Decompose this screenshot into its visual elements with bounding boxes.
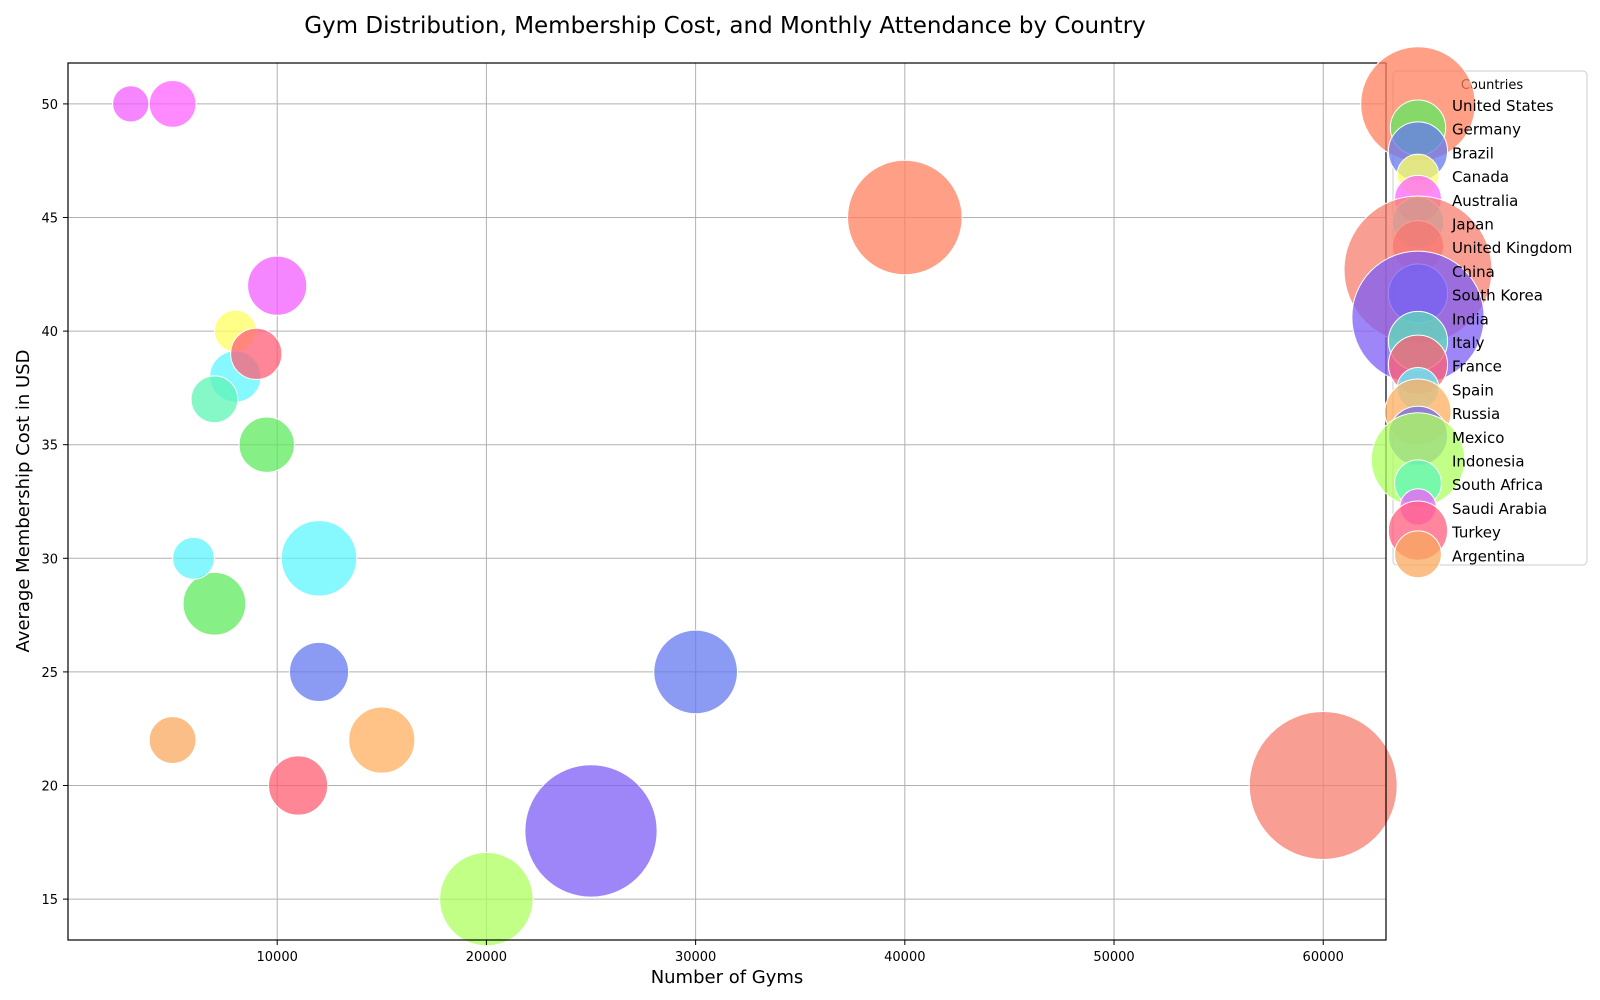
legend-label: Italy — [1452, 334, 1485, 352]
y-axis-ticks: 15 20 25 30 35 40 45 50 — [41, 98, 68, 908]
data-point-germany — [182, 571, 247, 636]
legend-label: Russia — [1452, 405, 1500, 423]
y-tick-label: 45 — [41, 211, 58, 226]
data-points — [112, 80, 1398, 947]
data-point-united-states — [847, 159, 963, 276]
gridlines — [68, 63, 1386, 940]
data-point-germany — [238, 416, 295, 473]
y-axis-title: Average Membership Cost in USD — [13, 350, 34, 653]
y-tick-label: 35 — [41, 439, 58, 454]
legend-marker — [1394, 530, 1442, 579]
legend-label: Australia — [1452, 192, 1518, 210]
x-tick-label: 20000 — [466, 950, 507, 965]
legend-title: Countries — [1461, 78, 1524, 93]
y-tick-label: 50 — [41, 98, 58, 113]
legend-label: Turkey — [1451, 524, 1501, 542]
legend-label: South Korea — [1452, 287, 1543, 305]
y-tick-label: 25 — [41, 666, 58, 681]
legend-label: Germany — [1452, 121, 1521, 139]
legend-label: United Kingdom — [1452, 239, 1572, 257]
x-tick-label: 30000 — [675, 950, 716, 965]
data-point-brazil — [288, 641, 350, 702]
data-point-india — [524, 764, 658, 898]
legend-label: Canada — [1452, 168, 1509, 186]
y-tick-label: 15 — [41, 893, 58, 908]
x-axis-title: Number of Gyms — [651, 967, 804, 988]
plot-area-frame — [67, 62, 1387, 941]
legend-label: Indonesia — [1452, 453, 1525, 471]
legend-label: Spain — [1452, 381, 1494, 399]
legend-label: Saudi Arabia — [1452, 500, 1547, 518]
y-tick-label: 40 — [41, 325, 58, 340]
data-point-argentina — [148, 716, 197, 764]
data-point-saudi-arabia — [247, 255, 308, 316]
x-tick-label: 40000 — [884, 950, 925, 965]
x-tick-label: 50000 — [1093, 950, 1134, 965]
x-axis-ticks: 10000 20000 30000 40000 50000 60000 — [257, 940, 1344, 965]
data-point-saudi-arabia — [112, 85, 150, 123]
x-tick-label: 10000 — [257, 950, 298, 965]
legend-label: Japan — [1451, 216, 1494, 234]
data-point-indonesia — [439, 851, 534, 947]
chart-title: Gym Distribution, Membership Cost, and M… — [304, 13, 1146, 39]
data-point-spain — [172, 536, 215, 580]
legend: Countries United States Germany Brazil Cana… — [1343, 46, 1588, 579]
data-point-south-africa — [190, 375, 239, 424]
legend-label: South Africa — [1452, 476, 1543, 494]
x-tick-label: 60000 — [1303, 950, 1344, 965]
y-tick-label: 20 — [41, 780, 58, 795]
data-point-brazil — [653, 629, 738, 715]
legend-label: China — [1452, 263, 1495, 281]
legend-label: India — [1452, 310, 1489, 328]
legend-label: Mexico — [1452, 429, 1504, 447]
legend-label: Brazil — [1452, 144, 1494, 162]
data-point-australia — [148, 80, 197, 128]
data-point-united-kingdom — [230, 327, 283, 380]
y-tick-label: 30 — [41, 552, 58, 567]
data-point-russia — [348, 706, 416, 774]
data-point-japan — [280, 520, 358, 597]
legend-label: Argentina — [1452, 547, 1525, 565]
legend-label: United States — [1452, 97, 1554, 115]
data-point-china — [1248, 711, 1398, 860]
legend-label: France — [1452, 358, 1502, 376]
data-point-france — [268, 755, 329, 816]
legend-items: United States Germany Brazil Canada Australi… — [1343, 46, 1572, 579]
